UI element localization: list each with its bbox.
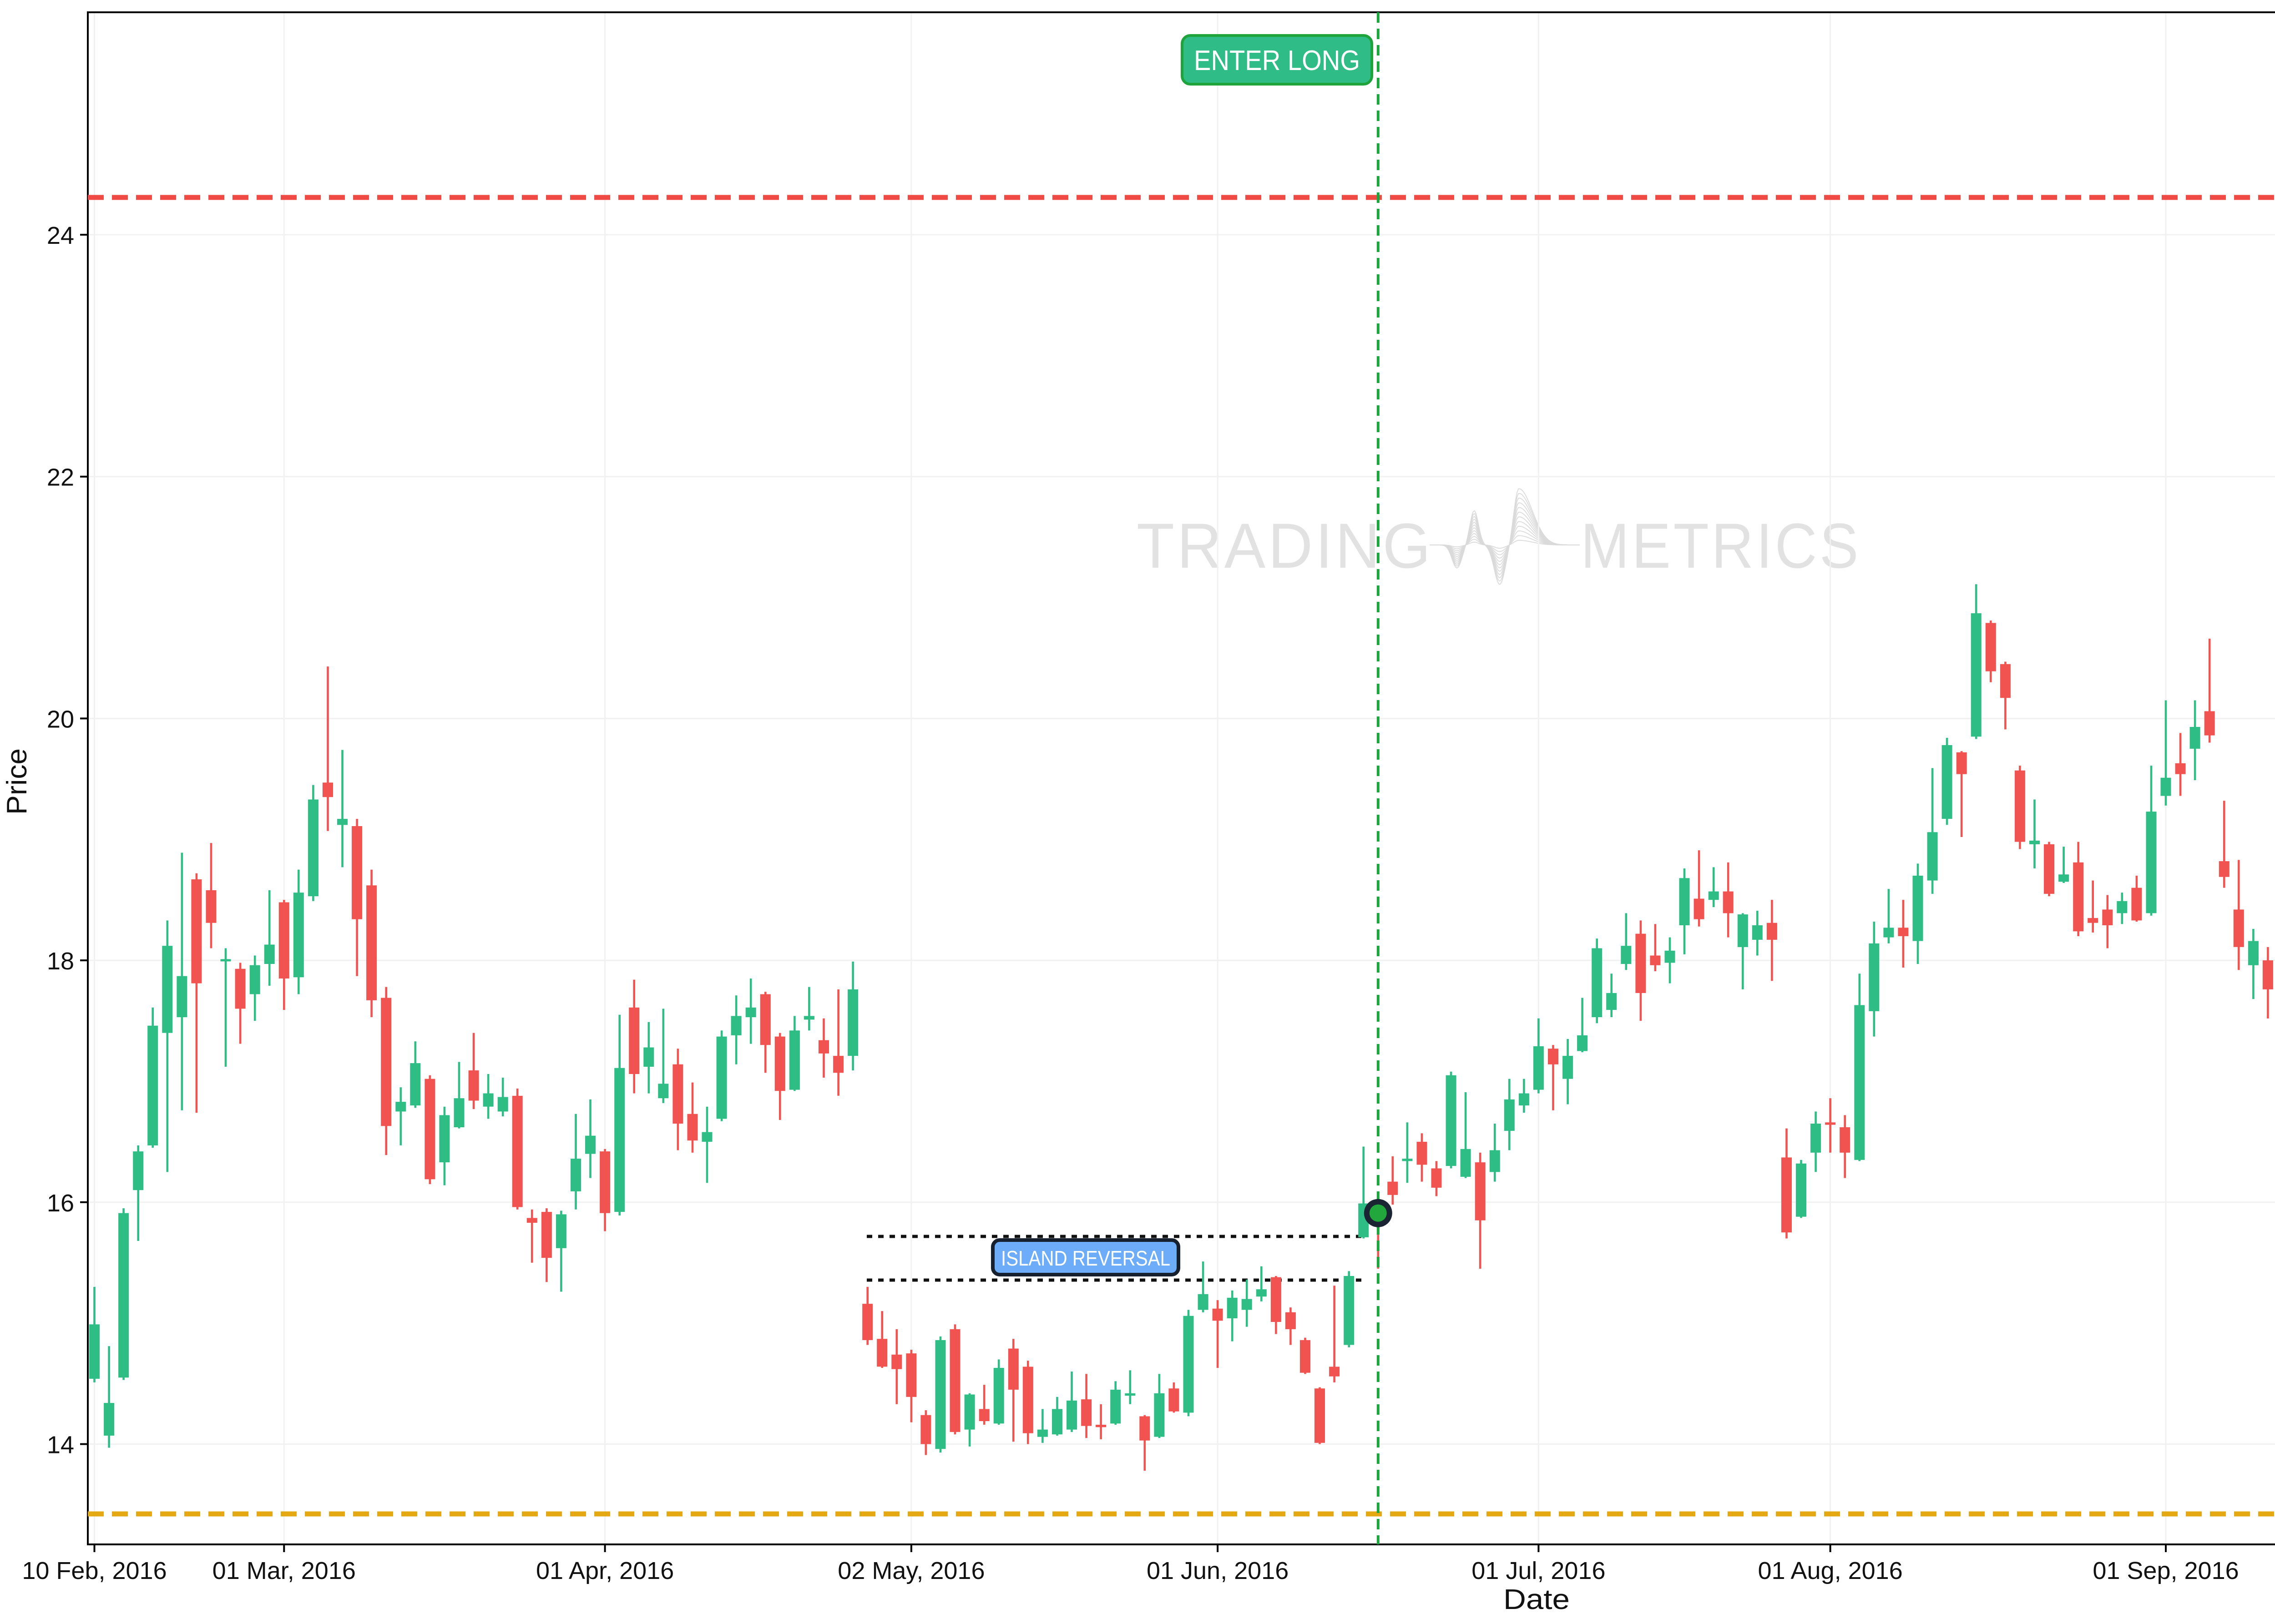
svg-text:01 Jun, 2016: 01 Jun, 2016 (1147, 1557, 1289, 1584)
svg-text:01 Mar, 2016: 01 Mar, 2016 (212, 1557, 356, 1584)
svg-text:10 Feb, 2016: 10 Feb, 2016 (22, 1557, 167, 1584)
svg-text:02 May, 2016: 02 May, 2016 (838, 1557, 985, 1584)
svg-text:Price: Price (1, 748, 33, 815)
svg-text:01 Sep, 2016: 01 Sep, 2016 (2093, 1557, 2239, 1584)
svg-text:16: 16 (47, 1190, 74, 1217)
svg-text:Date: Date (1503, 1584, 1570, 1615)
svg-text:18: 18 (47, 948, 74, 975)
svg-text:01 Jul, 2016: 01 Jul, 2016 (1471, 1557, 1605, 1584)
svg-text:22: 22 (47, 464, 74, 491)
svg-text:20: 20 (47, 706, 74, 733)
svg-text:24: 24 (47, 222, 74, 249)
svg-text:TRADING: TRADING (1137, 510, 1433, 581)
svg-text:ISLAND REVERSAL: ISLAND REVERSAL (1001, 1246, 1170, 1270)
svg-text:METRICS: METRICS (1581, 510, 1861, 581)
svg-text:ENTER LONG: ENTER LONG (1194, 45, 1360, 76)
svg-text:14: 14 (47, 1432, 74, 1459)
svg-text:01 Apr, 2016: 01 Apr, 2016 (536, 1557, 674, 1584)
svg-text:01 Aug, 2016: 01 Aug, 2016 (1758, 1557, 1902, 1584)
